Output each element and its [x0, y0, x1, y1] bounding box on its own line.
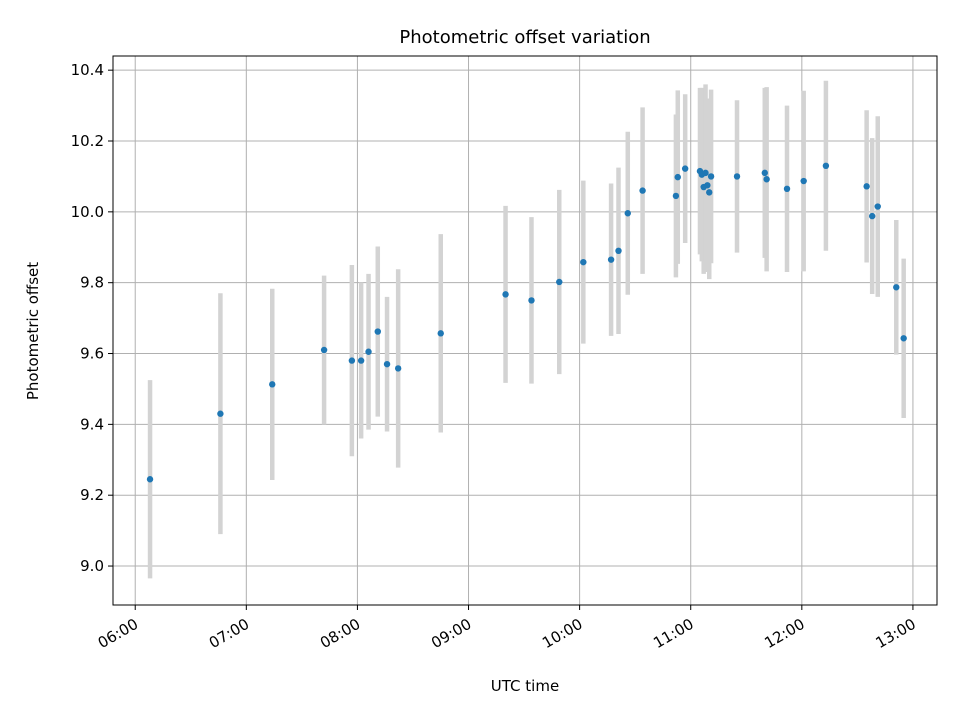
y-axis-title: Photometric offset	[24, 262, 42, 400]
data-point	[357, 357, 365, 364]
data-point	[900, 335, 907, 342]
data-point	[320, 346, 328, 354]
data-point	[763, 176, 770, 183]
data-point	[733, 173, 741, 180]
data-point	[672, 192, 680, 200]
y-tick-label: 10.0	[71, 203, 104, 221]
data-point	[761, 169, 768, 177]
y-axis: 9.0 9.2 9.4 9.6 9.8 10.0 10.2 10.4	[71, 61, 113, 575]
data-point	[639, 187, 646, 194]
y-tick-label: 9.0	[80, 557, 104, 575]
x-tick-label: 12:00	[761, 615, 807, 652]
plot-frame	[112, 55, 938, 606]
data-point	[437, 330, 444, 337]
x-axis-title: UTC time	[491, 677, 559, 695]
x-tick-label: 10:00	[539, 615, 585, 652]
x-tick-label: 08:00	[317, 615, 363, 652]
data-point	[893, 284, 900, 291]
data-point	[556, 278, 563, 286]
error-bars	[147, 80, 906, 579]
data-point	[348, 357, 356, 364]
data-point	[217, 410, 224, 417]
data-point	[681, 165, 689, 172]
y-tick-label: 9.2	[80, 486, 104, 504]
data-point	[528, 297, 535, 304]
data-point	[704, 182, 711, 189]
data-point	[800, 177, 807, 185]
chart-title: Photometric offset variation	[399, 27, 650, 48]
y-tick-label: 9.6	[80, 345, 104, 363]
data-point	[624, 210, 631, 217]
x-tick-label: 06:00	[95, 615, 141, 652]
x-tick-label: 11:00	[650, 615, 696, 652]
data-point	[365, 348, 372, 355]
data-point	[874, 203, 881, 210]
data-point	[580, 258, 587, 266]
data-point	[383, 360, 391, 368]
data-point	[783, 185, 791, 193]
x-tick-label: 07:00	[206, 615, 252, 652]
x-tick-label: 13:00	[872, 615, 918, 652]
data-point	[674, 173, 681, 181]
data-points	[146, 162, 907, 483]
data-point	[615, 247, 622, 255]
y-tick-label: 10.4	[71, 61, 104, 79]
y-tick-label: 9.8	[80, 274, 104, 292]
y-tick-label: 9.4	[80, 415, 104, 433]
data-point	[863, 183, 870, 190]
data-point	[269, 381, 276, 388]
data-point	[702, 169, 709, 177]
data-point	[706, 189, 713, 196]
x-axis: 06:00 07:00 08:00 09:00 10:00 11:00 12:00 13:00	[95, 605, 919, 652]
data-point	[374, 328, 381, 335]
grid	[113, 56, 937, 605]
data-point	[607, 256, 615, 263]
x-tick-label: 09:00	[428, 615, 474, 652]
data-point	[146, 476, 154, 483]
y-tick-label: 10.2	[71, 132, 104, 150]
data-point	[394, 365, 402, 372]
data-point	[868, 212, 876, 220]
data-point	[822, 162, 830, 169]
data-point	[707, 173, 715, 180]
data-point	[502, 291, 509, 298]
